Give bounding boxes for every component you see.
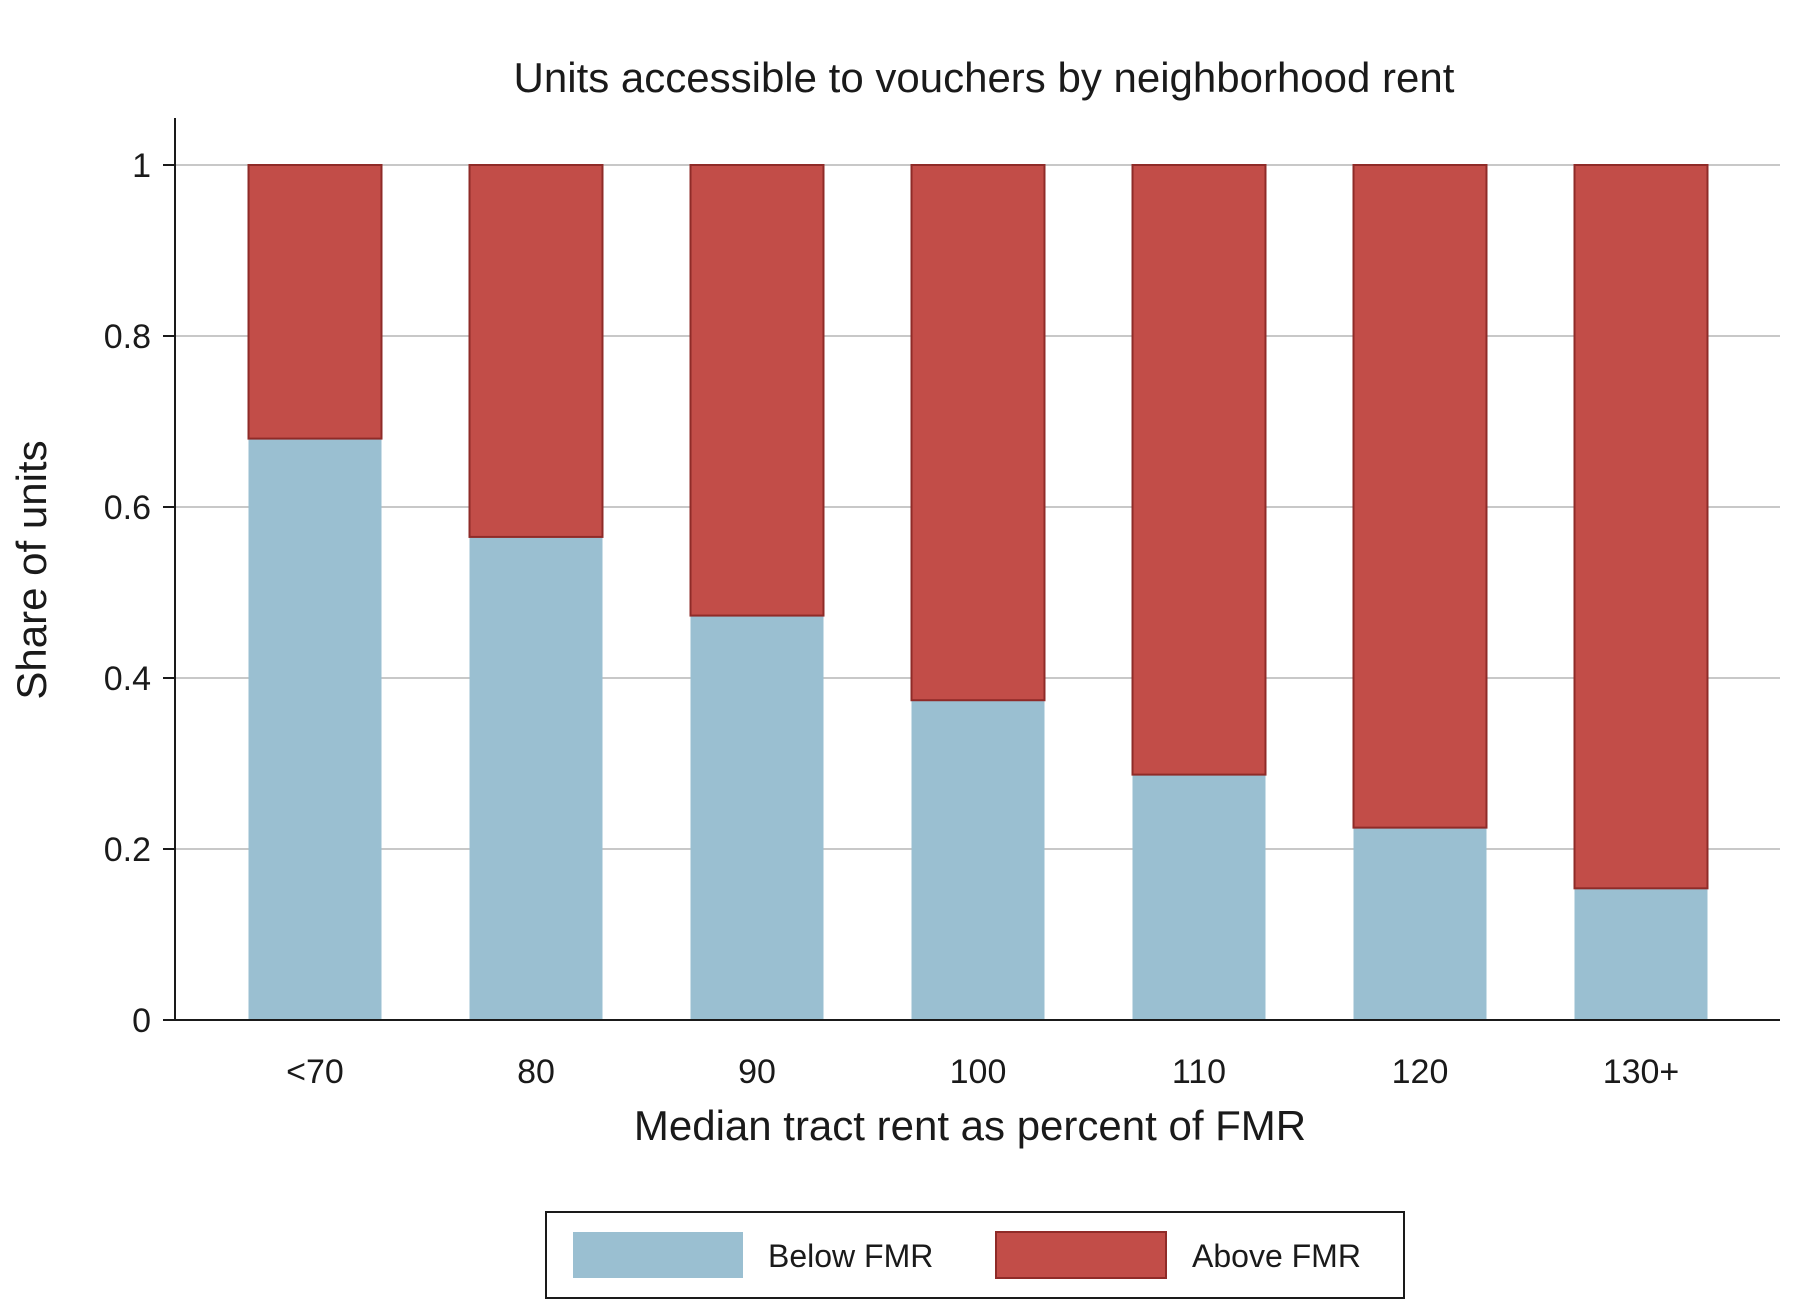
bar-above-fmr-2 xyxy=(689,164,825,617)
y-axis-title: Share of units xyxy=(8,440,55,699)
legend-swatch-above-fmr xyxy=(995,1231,1167,1279)
y-axis-ticks: 0 0.2 0.4 0.6 0.8 1 xyxy=(104,147,175,1040)
bar-above-fmr-3 xyxy=(910,164,1046,702)
bar-below-fmr-3 xyxy=(911,700,1045,1020)
bar-below-fmr-5 xyxy=(1353,827,1487,1020)
x-axis-title: Median tract rent as percent of FMR xyxy=(634,1102,1306,1149)
y-tick-label: 1 xyxy=(132,147,151,185)
bar-below-fmr-1 xyxy=(469,536,603,1020)
y-tick-label: 0.2 xyxy=(104,831,151,869)
legend-swatch-below-fmr xyxy=(573,1232,743,1278)
x-tick-label: 100 xyxy=(950,1053,1007,1091)
chart-title: Units accessible to vouchers by neighbor… xyxy=(514,54,1455,101)
y-tick-label: 0.4 xyxy=(104,660,151,698)
y-tick-label: 0 xyxy=(132,1002,151,1040)
bar-above-fmr-5 xyxy=(1352,164,1488,829)
bar-above-fmr-4 xyxy=(1131,164,1267,776)
legend-label-above-fmr: Above FMR xyxy=(1192,1238,1361,1274)
bar-below-fmr-2 xyxy=(690,615,824,1020)
x-tick-label: 80 xyxy=(517,1053,555,1091)
y-tick-label: 0.8 xyxy=(104,318,151,356)
x-tick-label: <70 xyxy=(286,1053,344,1091)
bar-above-fmr-6 xyxy=(1573,164,1709,890)
legend-label-below-fmr: Below FMR xyxy=(768,1238,933,1274)
y-tick-label: 0.6 xyxy=(104,489,151,527)
x-tick-label: 90 xyxy=(738,1053,776,1091)
x-tick-label: 110 xyxy=(1172,1053,1226,1091)
x-tick-label: 130+ xyxy=(1603,1053,1680,1091)
x-axis-ticks: <70 80 90 100 110 120 130+ xyxy=(286,1053,1679,1091)
bar-above-fmr-0 xyxy=(247,164,383,440)
bars xyxy=(247,164,1709,1021)
bar-below-fmr-6 xyxy=(1574,888,1708,1020)
legend: Below FMR Above FMR xyxy=(545,1211,1405,1299)
bar-below-fmr-4 xyxy=(1132,774,1266,1020)
bar-above-fmr-1 xyxy=(468,164,604,538)
x-tick-label: 120 xyxy=(1392,1053,1449,1091)
bar-below-fmr-0 xyxy=(248,438,382,1021)
